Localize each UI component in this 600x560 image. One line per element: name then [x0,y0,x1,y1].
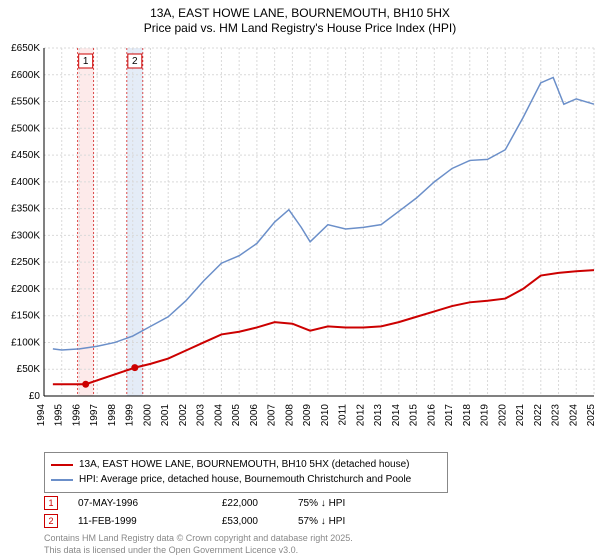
svg-text:1994: 1994 [36,404,47,427]
svg-text:£650K: £650K [11,43,40,54]
svg-text:£100K: £100K [11,337,40,348]
legend-item: HPI: Average price, detached house, Bour… [51,472,441,487]
svg-text:£500K: £500K [11,123,40,134]
legend-swatch [51,464,73,466]
legend-label: HPI: Average price, detached house, Bour… [79,472,411,487]
svg-text:£550K: £550K [11,97,40,108]
event-price: £53,000 [188,516,258,527]
svg-text:1995: 1995 [54,404,65,427]
svg-text:£350K: £350K [11,204,40,215]
svg-text:2006: 2006 [249,404,260,427]
svg-text:2007: 2007 [267,404,278,427]
svg-text:2013: 2013 [373,404,384,427]
svg-text:1996: 1996 [71,404,82,427]
svg-text:2022: 2022 [533,404,544,427]
svg-text:£200K: £200K [11,284,40,295]
legend-label: 13A, EAST HOWE LANE, BOURNEMOUTH, BH10 5… [79,457,410,472]
attribution: Contains HM Land Registry data © Crown c… [44,532,353,556]
event-row: 2 11-FEB-1999 £53,000 57% ↓ HPI [44,512,398,530]
svg-text:2011: 2011 [338,404,349,426]
svg-text:2004: 2004 [213,404,224,427]
title-address: 13A, EAST HOWE LANE, BOURNEMOUTH, BH10 5… [0,6,600,20]
attribution-line2: This data is licensed under the Open Gov… [44,544,353,556]
svg-text:2018: 2018 [462,404,473,427]
title-subtitle: Price paid vs. HM Land Registry's House … [0,21,600,35]
event-marker: 2 [44,514,58,528]
event-date: 07-MAY-1996 [78,498,168,509]
event-row: 1 07-MAY-1996 £22,000 75% ↓ HPI [44,494,398,512]
svg-text:2010: 2010 [320,404,331,427]
svg-text:£150K: £150K [11,311,40,322]
attribution-line1: Contains HM Land Registry data © Crown c… [44,532,353,544]
event-diff: 75% ↓ HPI [298,498,398,509]
svg-text:1997: 1997 [89,404,100,427]
svg-text:2017: 2017 [444,404,455,427]
svg-text:2024: 2024 [568,404,579,427]
svg-text:2012: 2012 [355,404,366,427]
svg-text:2: 2 [132,56,138,67]
chart-container: 13A, EAST HOWE LANE, BOURNEMOUTH, BH10 5… [0,0,600,560]
svg-text:2014: 2014 [391,404,402,427]
legend-item: 13A, EAST HOWE LANE, BOURNEMOUTH, BH10 5… [51,457,441,472]
svg-text:2016: 2016 [426,404,437,427]
svg-text:2023: 2023 [551,404,562,427]
event-price: £22,000 [188,498,258,509]
svg-text:2002: 2002 [178,404,189,427]
svg-text:2015: 2015 [409,404,420,427]
svg-text:1: 1 [83,56,89,67]
chart-svg: £0 £50K £100K £150K £200K £250K £300K £350K £400… [0,42,600,442]
svg-text:£0: £0 [29,391,41,402]
chart-area: £0 £50K £100K £150K £200K £250K £300K £350K £400… [0,42,600,442]
svg-text:2003: 2003 [196,404,207,427]
svg-text:2009: 2009 [302,404,313,427]
svg-text:£250K: £250K [11,257,40,268]
svg-text:1998: 1998 [107,404,118,427]
svg-text:2020: 2020 [497,404,508,427]
legend-swatch [51,479,73,481]
svg-text:£400K: £400K [11,177,40,188]
svg-text:£50K: £50K [17,364,41,375]
legend: 13A, EAST HOWE LANE, BOURNEMOUTH, BH10 5… [44,452,448,493]
svg-text:£600K: £600K [11,70,40,81]
event-table: 1 07-MAY-1996 £22,000 75% ↓ HPI 2 11-FEB-1999… [44,494,398,530]
title-block: 13A, EAST HOWE LANE, BOURNEMOUTH, BH10 5… [0,0,600,35]
svg-text:2008: 2008 [284,404,295,427]
svg-text:1999: 1999 [125,404,136,427]
svg-text:2021: 2021 [515,404,526,427]
svg-text:2001: 2001 [160,404,171,427]
svg-text:2019: 2019 [480,404,491,427]
svg-text:2000: 2000 [142,404,153,427]
svg-text:£450K: £450K [11,150,40,161]
svg-text:2025: 2025 [586,404,597,427]
event-marker: 1 [44,496,58,510]
svg-text:2005: 2005 [231,404,242,427]
event-diff: 57% ↓ HPI [298,516,398,527]
event-date: 11-FEB-1999 [78,516,168,527]
svg-text:£300K: £300K [11,230,40,241]
